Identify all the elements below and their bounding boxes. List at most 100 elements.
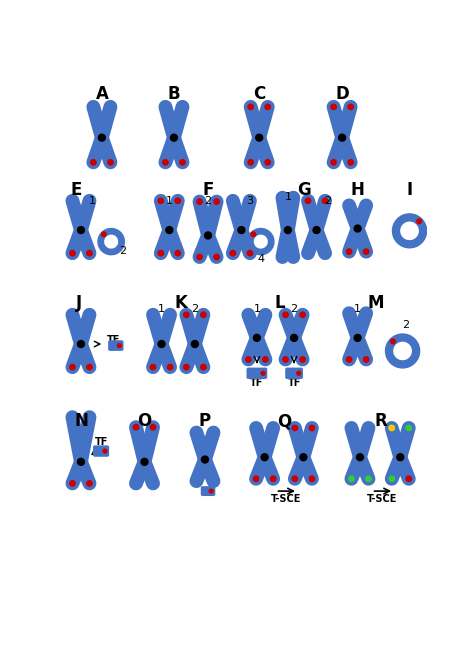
Text: R: R (374, 412, 387, 430)
FancyBboxPatch shape (286, 368, 302, 378)
Circle shape (338, 135, 346, 141)
Circle shape (70, 364, 75, 370)
Circle shape (158, 340, 165, 348)
Circle shape (118, 344, 121, 348)
Text: E: E (71, 181, 82, 199)
Circle shape (77, 226, 84, 234)
Text: Q: Q (277, 412, 291, 430)
Circle shape (246, 357, 251, 362)
Circle shape (163, 160, 168, 165)
Circle shape (265, 160, 271, 165)
Circle shape (230, 250, 236, 256)
Text: 1: 1 (89, 196, 96, 206)
Text: N: N (74, 412, 88, 430)
Circle shape (261, 372, 265, 375)
Circle shape (389, 426, 394, 431)
Circle shape (158, 198, 164, 204)
Circle shape (331, 104, 337, 110)
Circle shape (201, 456, 209, 463)
Text: TF: TF (287, 378, 301, 388)
FancyBboxPatch shape (94, 446, 109, 456)
Circle shape (247, 250, 253, 256)
Circle shape (309, 426, 315, 431)
Circle shape (183, 312, 189, 318)
Circle shape (101, 232, 106, 236)
Circle shape (214, 199, 219, 204)
Circle shape (322, 198, 328, 204)
Circle shape (364, 357, 369, 362)
Circle shape (349, 476, 354, 482)
Text: C: C (253, 85, 265, 103)
Circle shape (248, 104, 254, 110)
Circle shape (167, 364, 173, 370)
Circle shape (201, 364, 206, 370)
Circle shape (389, 476, 394, 482)
Text: 2: 2 (119, 246, 127, 256)
Text: A: A (95, 85, 109, 103)
Circle shape (201, 312, 206, 318)
Text: M: M (367, 294, 383, 312)
Circle shape (331, 160, 337, 165)
Circle shape (197, 254, 202, 260)
Circle shape (300, 454, 307, 461)
Circle shape (209, 489, 213, 493)
Circle shape (158, 250, 164, 256)
Text: TF: TF (94, 437, 108, 447)
Circle shape (391, 339, 395, 344)
Circle shape (77, 458, 84, 466)
Text: 2: 2 (204, 196, 211, 206)
Circle shape (354, 334, 361, 342)
Circle shape (150, 424, 156, 430)
Circle shape (348, 160, 353, 165)
Text: 2: 2 (325, 196, 332, 206)
Text: B: B (168, 85, 180, 103)
Circle shape (283, 312, 288, 318)
Circle shape (238, 226, 245, 234)
FancyBboxPatch shape (109, 341, 123, 350)
Circle shape (175, 250, 181, 256)
Circle shape (254, 334, 260, 342)
Circle shape (313, 226, 320, 234)
Circle shape (180, 160, 185, 165)
Circle shape (205, 232, 211, 239)
Text: TF: TF (250, 378, 264, 388)
Circle shape (348, 104, 353, 110)
Text: 2: 2 (402, 320, 409, 330)
Circle shape (271, 476, 276, 482)
Text: L: L (275, 294, 285, 312)
Circle shape (417, 219, 421, 224)
Circle shape (366, 476, 371, 482)
Text: K: K (174, 294, 187, 312)
Circle shape (364, 249, 369, 254)
Circle shape (175, 198, 181, 204)
Circle shape (133, 424, 139, 430)
Circle shape (356, 454, 364, 461)
Circle shape (150, 364, 156, 370)
Circle shape (263, 357, 268, 362)
Text: F: F (202, 181, 214, 199)
Circle shape (214, 254, 219, 260)
Text: I: I (407, 181, 412, 199)
Circle shape (254, 476, 259, 482)
Circle shape (183, 364, 189, 370)
Circle shape (305, 198, 311, 204)
Circle shape (406, 426, 411, 431)
FancyBboxPatch shape (201, 487, 215, 496)
Circle shape (265, 104, 271, 110)
Text: 1: 1 (354, 304, 361, 314)
Text: 4: 4 (257, 254, 264, 264)
Circle shape (261, 454, 268, 461)
Circle shape (87, 364, 92, 370)
Circle shape (292, 476, 298, 482)
Text: D: D (335, 85, 349, 103)
Text: 3: 3 (246, 196, 254, 206)
Circle shape (397, 454, 404, 461)
Circle shape (103, 449, 107, 453)
Circle shape (255, 135, 263, 141)
Circle shape (70, 250, 75, 256)
Circle shape (309, 476, 315, 482)
Circle shape (171, 135, 177, 141)
Circle shape (99, 135, 105, 141)
Circle shape (70, 481, 75, 486)
Text: T-SCE: T-SCE (271, 494, 301, 503)
